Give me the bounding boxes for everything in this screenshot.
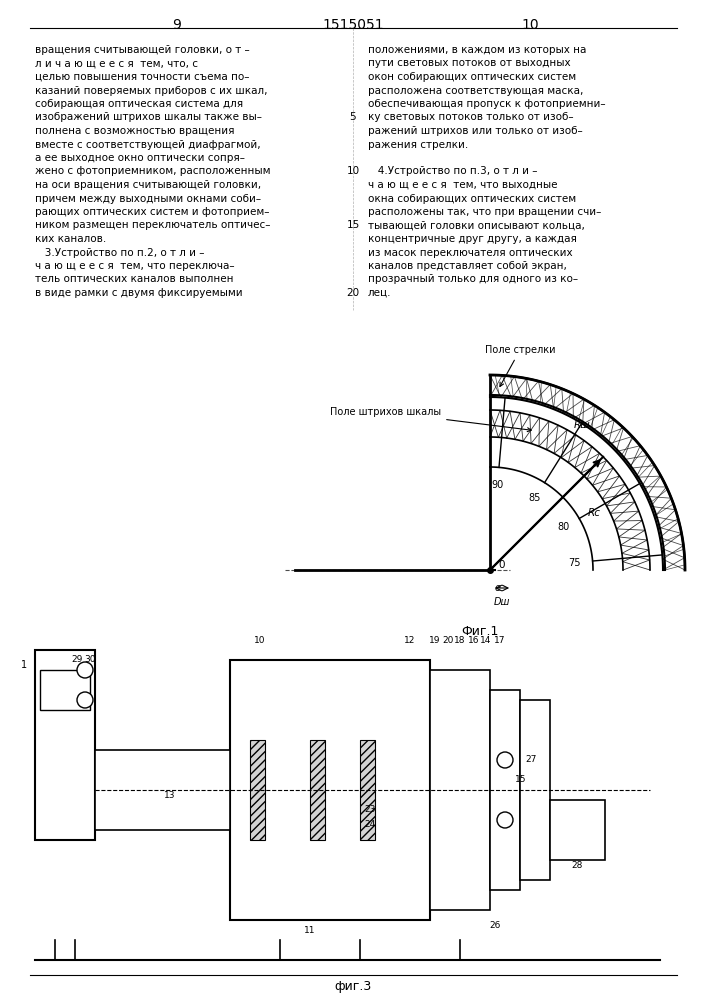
Text: из масок переключателя оптических: из масок переключателя оптических [368, 247, 573, 257]
Circle shape [177, 772, 213, 808]
Text: лец.: лец. [368, 288, 392, 298]
Text: Rш: Rш [574, 420, 591, 430]
Text: 17: 17 [494, 636, 506, 645]
Text: л и ч а ю щ е е с я  тем, что, с: л и ч а ю щ е е с я тем, что, с [35, 58, 198, 68]
Text: пути световых потоков от выходных: пути световых потоков от выходных [368, 58, 571, 68]
Text: 3.Устройство по п.2, о т л и –: 3.Устройство по п.2, о т л и – [35, 247, 204, 257]
Text: изображений штрихов шкалы также вы–: изображений штрихов шкалы также вы– [35, 112, 262, 122]
Text: 26: 26 [489, 921, 501, 930]
Text: 24: 24 [364, 820, 375, 829]
Text: 20: 20 [443, 636, 454, 645]
Text: целью повышения точности съема по–: целью повышения точности съема по– [35, 72, 250, 82]
Circle shape [77, 692, 93, 708]
Text: 14: 14 [480, 636, 491, 645]
Text: 10: 10 [255, 636, 266, 645]
Bar [250, 740, 265, 840]
Text: расположены так, что при вращении счи–: расположены так, что при вращении счи– [368, 207, 602, 217]
Text: 90: 90 [491, 480, 503, 490]
Text: Поле штрихов шкалы: Поле штрихов шкалы [330, 407, 531, 432]
Text: 11: 11 [304, 926, 316, 935]
Text: 23: 23 [364, 805, 375, 814]
Text: 10: 10 [346, 166, 360, 176]
Text: 16: 16 [468, 636, 480, 645]
Text: прозрачный только для одного из ко–: прозрачный только для одного из ко– [368, 274, 578, 284]
Text: ч а ю щ е е с я  тем, что переключа–: ч а ю щ е е с я тем, что переключа– [35, 261, 235, 271]
Text: 75: 75 [568, 558, 581, 568]
Bar [550, 800, 605, 860]
Text: Dш: Dш [493, 597, 510, 607]
Text: ких каналов.: ких каналов. [35, 234, 106, 244]
Text: казаний поверяемых приборов с их шкал,: казаний поверяемых приборов с их шкал, [35, 86, 267, 96]
Text: 13: 13 [164, 790, 176, 800]
Text: ку световых потоков только от изоб–: ку световых потоков только от изоб– [368, 112, 573, 122]
Text: 27: 27 [525, 756, 537, 764]
Text: ч а ю щ е е с я  тем, что выходные: ч а ю щ е е с я тем, что выходные [368, 180, 558, 190]
Text: 1: 1 [21, 660, 27, 670]
Bar [430, 670, 490, 910]
Text: 9: 9 [173, 18, 182, 32]
Text: в виде рамки с двумя фиксируемыми: в виде рамки с двумя фиксируемыми [35, 288, 243, 298]
Text: 85: 85 [529, 493, 542, 503]
Text: расположена соответствующая маска,: расположена соответствующая маска, [368, 86, 583, 96]
Text: тель оптических каналов выполнен: тель оптических каналов выполнен [35, 274, 233, 284]
Bar [95, 750, 230, 830]
Text: 0: 0 [498, 560, 505, 570]
Bar [360, 740, 375, 840]
Text: на оси вращения считывающей головки,: на оси вращения считывающей головки, [35, 180, 261, 190]
Text: вместе с соответствующей диафрагмой,: вместе с соответствующей диафрагмой, [35, 139, 261, 149]
Text: обеспечивающая пропуск к фотоприемни–: обеспечивающая пропуск к фотоприемни– [368, 99, 606, 109]
Text: рающих оптических систем и фотоприем–: рающих оптических систем и фотоприем– [35, 207, 269, 217]
Text: окна собирающих оптических систем: окна собирающих оптических систем [368, 194, 576, 204]
Text: вращения считывающей головки, о т –: вращения считывающей головки, о т – [35, 45, 250, 55]
Text: а ее выходное окно оптически сопря–: а ее выходное окно оптически сопря– [35, 153, 245, 163]
Text: 30: 30 [84, 655, 95, 664]
Text: полнена с возможностью вращения: полнена с возможностью вращения [35, 126, 235, 136]
Bar [520, 700, 550, 880]
Text: Поле стрелки: Поле стрелки [485, 345, 555, 386]
Text: 80: 80 [558, 522, 570, 532]
Bar [230, 660, 430, 920]
Text: собирающая оптическая система для: собирающая оптическая система для [35, 99, 243, 109]
Text: тывающей головки описывают кольца,: тывающей головки описывают кольца, [368, 221, 585, 231]
Text: ражения стрелки.: ражения стрелки. [368, 139, 468, 149]
Text: 5: 5 [350, 112, 356, 122]
Circle shape [497, 752, 513, 768]
Bar [490, 690, 520, 890]
Text: 12: 12 [404, 636, 416, 645]
Bar [40, 670, 90, 710]
Text: 18: 18 [455, 636, 466, 645]
Circle shape [497, 812, 513, 828]
Circle shape [77, 662, 93, 678]
Text: ражений штрихов или только от изоб–: ражений штрихов или только от изоб– [368, 126, 583, 136]
Text: каналов представляет собой экран,: каналов представляет собой экран, [368, 261, 567, 271]
Text: положениями, в каждом из которых на: положениями, в каждом из которых на [368, 45, 586, 55]
Text: окон собирающих оптических систем: окон собирающих оптических систем [368, 72, 576, 82]
Text: Фиг.1: Фиг.1 [461, 625, 498, 638]
Text: ником размещен переключатель оптичес–: ником размещен переключатель оптичес– [35, 221, 271, 231]
Text: 20: 20 [346, 288, 360, 298]
Text: e: e [495, 583, 501, 593]
Text: концентричные друг другу, а каждая: концентричные друг другу, а каждая [368, 234, 577, 244]
Text: фиг.3: фиг.3 [334, 980, 372, 993]
Text: 29: 29 [71, 655, 83, 664]
Text: 15: 15 [346, 221, 360, 231]
Text: 28: 28 [571, 861, 583, 870]
Bar [35, 650, 95, 840]
Text: 19: 19 [429, 636, 440, 645]
Text: жено с фотоприемником, расположенным: жено с фотоприемником, расположенным [35, 166, 271, 176]
Bar [310, 740, 325, 840]
Text: 4.Устройство по п.3, о т л и –: 4.Устройство по п.3, о т л и – [368, 166, 537, 176]
Text: причем между выходными окнами соби–: причем между выходными окнами соби– [35, 194, 261, 204]
Text: 10: 10 [521, 18, 539, 32]
Text: 1515051: 1515051 [322, 18, 384, 32]
Text: 15: 15 [515, 776, 527, 784]
Text: Rc: Rc [588, 508, 601, 518]
